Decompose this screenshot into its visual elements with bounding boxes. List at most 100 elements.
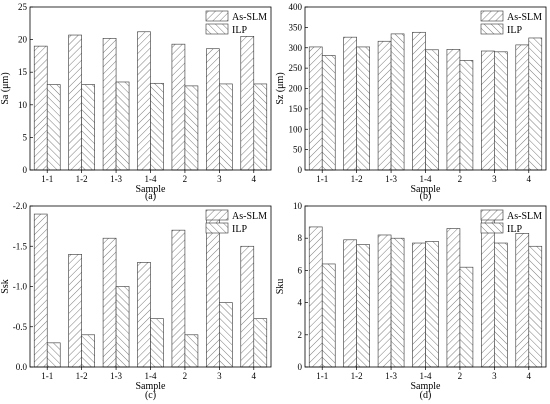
x-tick-label: 1-4 <box>420 371 432 381</box>
bar-ilp-1-1 <box>46 342 61 368</box>
bar-ilp-1-3 <box>115 286 130 368</box>
legend-swatch <box>205 23 229 35</box>
bar-as-slm-2 <box>171 43 186 171</box>
bar-as-slm-1-1 <box>308 46 323 171</box>
x-axis-label: Sample <box>411 184 442 195</box>
panel-label: (c) <box>145 390 156 401</box>
y-tick-label: -1.5 <box>13 241 28 251</box>
legend-label: ILP <box>232 25 247 36</box>
x-tick-label: 1-1 <box>316 371 328 381</box>
y-tick-label: 0 <box>298 165 303 175</box>
legend-swatch <box>480 23 504 35</box>
bar-ilp-1-4 <box>425 241 439 368</box>
bar-ilp-1-4 <box>150 82 164 171</box>
x-tick-label: 1-3 <box>385 174 397 184</box>
x-tick-label: 1-4 <box>145 174 157 184</box>
legend-label: As-SLM <box>507 211 542 222</box>
bar-ilp-2 <box>184 85 199 171</box>
bar-ilp-3 <box>494 51 508 171</box>
x-tick-label: 1-4 <box>145 371 157 381</box>
bar-as-slm-4 <box>515 233 530 368</box>
y-tick-label: 10 <box>18 100 28 110</box>
bar-ilp-1-2 <box>81 84 95 171</box>
x-tick-label: 1-2 <box>351 371 363 381</box>
bar-as-slm-3 <box>481 50 495 171</box>
x-tick-label: 1-2 <box>351 174 363 184</box>
x-tick-label: 1-3 <box>110 371 122 381</box>
bar-as-slm-4 <box>240 245 255 368</box>
x-tick-label: 1-1 <box>41 371 53 381</box>
y-tick-label: 200 <box>289 84 303 94</box>
bar-as-slm-1-4 <box>137 262 151 368</box>
x-tick-label: 2 <box>183 371 188 381</box>
legend-label: ILP <box>232 224 247 235</box>
bar-as-slm-1-3 <box>102 237 117 368</box>
y-tick-label: 6 <box>298 265 303 275</box>
y-tick-label: 0 <box>23 165 28 175</box>
legend-label: ILP <box>507 224 522 235</box>
legend-swatch <box>205 10 229 22</box>
bar-ilp-2 <box>184 334 199 368</box>
bar-ilp-1-3 <box>390 237 405 368</box>
y-tick-label: 50 <box>293 145 303 155</box>
y-tick-label: 150 <box>289 104 303 114</box>
x-tick-label: 3 <box>217 371 222 381</box>
y-tick-label: 5 <box>23 132 28 142</box>
x-axis-label: Sample <box>411 381 442 392</box>
x-tick-label: 2 <box>458 174 463 184</box>
x-tick-label: 1-3 <box>110 174 122 184</box>
bar-ilp-1-1 <box>321 263 336 368</box>
y-tick-label: -0.5 <box>13 322 28 332</box>
bar-ilp-1-3 <box>390 33 405 171</box>
bar-ilp-3 <box>494 242 508 368</box>
panel-label: (b) <box>420 191 432 202</box>
y-tick-label: 300 <box>289 43 303 53</box>
x-tick-label: 2 <box>458 371 463 381</box>
bar-as-slm-1-1 <box>33 45 48 171</box>
bar-as-slm-1-4 <box>412 242 426 368</box>
bar-as-slm-4 <box>240 36 255 171</box>
legend-label: ILP <box>507 25 522 36</box>
y-tick-label: 250 <box>289 63 303 73</box>
bar-as-slm-1-3 <box>102 37 117 171</box>
bar-as-slm-2 <box>446 228 461 368</box>
bar-ilp-1-1 <box>321 55 336 171</box>
legend-label: As-SLM <box>232 211 267 222</box>
bar-as-slm-3 <box>206 48 220 171</box>
x-axis-label: Sample <box>136 381 167 392</box>
y-axis-label: Sa (μm) <box>0 72 11 104</box>
y-tick-label: -2.0 <box>13 201 28 211</box>
bar-ilp-4 <box>528 37 543 171</box>
bar-as-slm-1-2 <box>68 34 82 171</box>
bar-as-slm-3 <box>206 213 220 368</box>
y-tick-label: 100 <box>289 124 303 134</box>
y-tick-label: 0 <box>298 362 303 372</box>
bar-ilp-1-4 <box>425 49 439 171</box>
y-tick-label: 15 <box>18 67 28 77</box>
bar-as-slm-1-3 <box>377 234 392 368</box>
bar-ilp-4 <box>528 245 543 368</box>
y-tick-label: 25 <box>18 2 28 12</box>
y-tick-label: 2 <box>298 330 303 340</box>
x-tick-label: 1-4 <box>420 174 432 184</box>
bar-as-slm-1-2 <box>343 239 357 368</box>
legend-swatch <box>480 209 504 221</box>
y-tick-label: 10 <box>293 201 303 211</box>
y-tick-label: 400 <box>289 2 303 12</box>
x-tick-label: 4 <box>527 174 532 184</box>
x-tick-label: 1-1 <box>41 174 53 184</box>
bar-ilp-1-2 <box>356 46 370 171</box>
bar-ilp-4 <box>253 83 268 171</box>
bar-ilp-3 <box>219 83 233 171</box>
y-axis-label: Sku <box>275 279 286 295</box>
bar-ilp-3 <box>219 302 233 368</box>
bar-as-slm-3 <box>481 218 495 368</box>
bar-as-slm-1-4 <box>137 31 151 171</box>
y-tick-label: 4 <box>298 298 303 308</box>
x-tick-label: 4 <box>527 371 532 381</box>
x-tick-label: 1-1 <box>316 174 328 184</box>
x-tick-label: 3 <box>492 174 497 184</box>
x-tick-label: 3 <box>492 371 497 381</box>
bar-ilp-1-4 <box>150 318 164 368</box>
